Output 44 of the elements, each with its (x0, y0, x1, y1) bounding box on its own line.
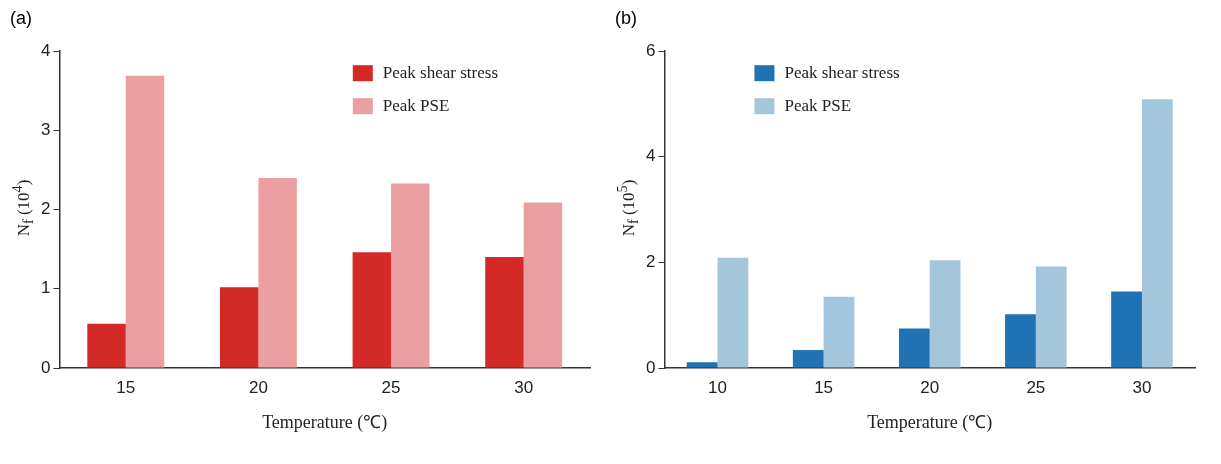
x-tick-label: 30 (514, 377, 534, 397)
x-tick-label: 15 (814, 377, 834, 397)
y-tick-label: 3 (40, 120, 51, 140)
bar (485, 257, 524, 368)
bar (1111, 291, 1142, 368)
bar (929, 260, 961, 368)
bar (686, 362, 718, 368)
y-tick-label: 0 (40, 357, 51, 377)
y-tick-label: 4 (40, 40, 51, 60)
y-tick-label: 1 (40, 278, 51, 298)
legend-label: Peak shear stress (382, 62, 499, 82)
legend-label: Peak PSE (784, 95, 852, 115)
x-tick-label: 25 (381, 377, 401, 397)
bar (258, 177, 297, 368)
x-tick-label: 10 (708, 377, 727, 397)
bar (1035, 266, 1067, 368)
bar (352, 252, 392, 368)
x-axis-title: Temperature (℃) (262, 411, 388, 433)
x-tick-label: 20 (248, 377, 268, 397)
bar (792, 350, 824, 368)
y-tick-label: 2 (645, 252, 656, 272)
bar (87, 323, 126, 368)
x-axis-title: Temperature (℃) (867, 411, 993, 433)
y-tick-label: 6 (645, 40, 656, 60)
bar (717, 257, 749, 368)
bar (898, 328, 930, 368)
y-tick-label: 2 (40, 199, 51, 219)
bar (1005, 314, 1036, 368)
bar (219, 287, 259, 368)
x-tick-label: 15 (116, 377, 136, 397)
x-tick-label: 25 (1026, 377, 1046, 397)
y-tick-label: 0 (645, 357, 656, 377)
bar (823, 296, 855, 368)
legend-label: Peak shear stress (784, 62, 900, 82)
bar (391, 183, 430, 368)
chart-title: (b) (614, 8, 638, 30)
y-tick-label: 4 (645, 146, 656, 166)
bar (125, 75, 165, 368)
bar (523, 202, 563, 368)
legend-label: Peak PSE (382, 95, 450, 115)
bar (1141, 99, 1173, 368)
x-tick-label: 30 (1132, 377, 1152, 397)
x-tick-label: 20 (920, 377, 940, 397)
chart-title: (a) (9, 8, 33, 30)
